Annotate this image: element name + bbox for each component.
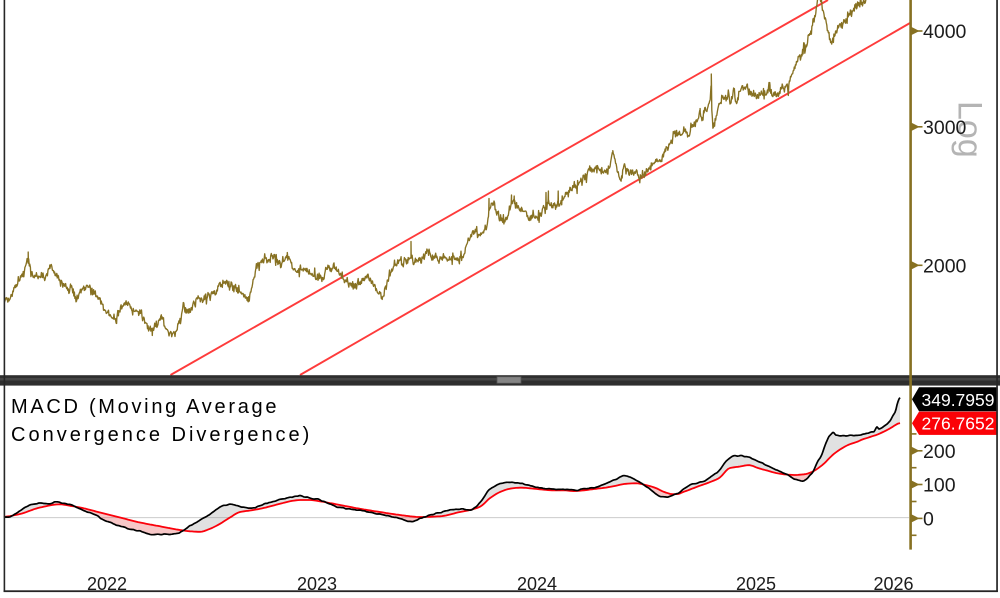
svg-text:2024: 2024	[517, 574, 557, 593]
svg-text:100: 100	[923, 475, 956, 497]
svg-text:Convergence Divergence): Convergence Divergence)	[11, 424, 312, 446]
svg-text:2026: 2026	[873, 574, 913, 593]
svg-text:0: 0	[923, 508, 934, 530]
svg-text:MACD (Moving Average: MACD (Moving Average	[11, 396, 279, 418]
svg-text:349.7959: 349.7959	[922, 390, 995, 410]
svg-text:Log: Log	[951, 101, 989, 158]
svg-text:2000: 2000	[923, 255, 967, 277]
svg-text:2025: 2025	[736, 574, 776, 593]
svg-text:2022: 2022	[87, 574, 127, 593]
svg-text:4000: 4000	[923, 21, 967, 43]
svg-text:276.7652: 276.7652	[922, 414, 995, 434]
svg-text:2023: 2023	[297, 574, 337, 593]
svg-text:200: 200	[923, 441, 956, 463]
svg-text:3000: 3000	[923, 117, 967, 139]
